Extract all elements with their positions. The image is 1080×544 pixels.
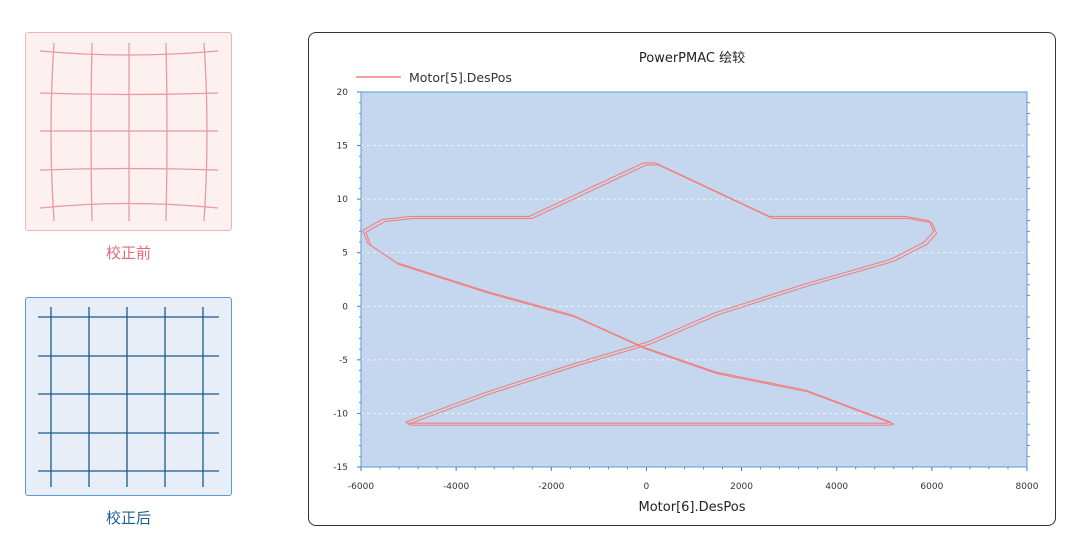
before-correction-caption: 校正前 bbox=[105, 244, 151, 262]
y-tick-label: 20 bbox=[337, 88, 349, 98]
plot-area bbox=[360, 91, 1028, 468]
y-tick-label: 15 bbox=[337, 142, 348, 152]
x-tick-label: 6000 bbox=[920, 482, 943, 492]
y-tick-label: -10 bbox=[333, 409, 348, 419]
chart-frame: PowerPMAC 绘较 Motor[5].DesPos -15 -10 -5 0 5 1… bbox=[308, 32, 1056, 526]
x-tick-label: 4000 bbox=[825, 482, 848, 492]
y-tick-label: -15 bbox=[333, 463, 348, 473]
before-correction-panel bbox=[25, 32, 232, 231]
before-grid-line bbox=[203, 42, 208, 222]
y-tick-label: -5 bbox=[339, 356, 348, 366]
y-tick-label: 0 bbox=[342, 302, 348, 312]
corrected-grid bbox=[38, 307, 219, 487]
x-tick-label: 2000 bbox=[730, 482, 753, 492]
grid-lines bbox=[361, 145, 1027, 414]
legend: Motor[5].DesPos bbox=[356, 70, 512, 85]
legend-label: Motor[5].DesPos bbox=[409, 70, 512, 85]
distorted-grid bbox=[39, 42, 219, 222]
y-tick-label: 5 bbox=[342, 249, 348, 259]
series-line-0-pass2 bbox=[362, 162, 935, 424]
series-layer bbox=[362, 162, 938, 426]
y-tick-label: 10 bbox=[337, 195, 349, 205]
after-correction-panel bbox=[25, 297, 232, 496]
axes: -15 -10 -5 0 5 10 15 20 -6000 -4000 -2000 0 2000 4000… bbox=[333, 88, 1038, 492]
x-tick-label: -2000 bbox=[538, 482, 564, 492]
series-line-0 bbox=[365, 164, 938, 426]
chart-title: PowerPMAC 绘较 bbox=[639, 51, 745, 66]
before-grid-line bbox=[50, 42, 55, 222]
x-tick-label: -6000 bbox=[348, 482, 374, 492]
x-tick-label: 0 bbox=[644, 482, 650, 492]
before-grid-line bbox=[165, 42, 168, 222]
x-tick-label: 8000 bbox=[1016, 482, 1039, 492]
x-tick-label: -4000 bbox=[443, 482, 469, 492]
before-grid-line bbox=[90, 42, 93, 222]
x-axis-label: Motor[6].DesPos bbox=[639, 500, 746, 515]
after-correction-caption: 校正后 bbox=[105, 509, 151, 527]
line-chart: PowerPMAC 绘较 Motor[5].DesPos -15 -10 -5 0 5 1… bbox=[333, 51, 1038, 515]
